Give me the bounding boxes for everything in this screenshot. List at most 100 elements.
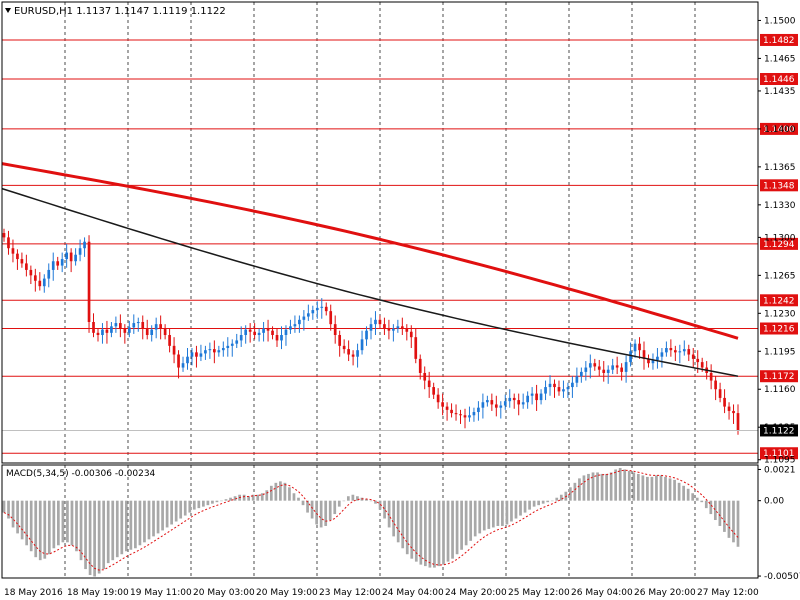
macd-histogram-bar [29,500,33,552]
level-price-tag [760,237,798,250]
moving-average-fast [1,187,739,377]
level-price-tag [760,73,798,86]
candle-body [33,275,37,281]
candle-body [195,352,198,357]
level-price-tag [760,294,798,307]
macd-histogram-bar [124,500,128,552]
candle-body [271,330,274,336]
candle-body [315,307,319,311]
macd-histogram-bar [659,475,663,501]
candle-body [110,326,113,333]
candle-body [47,269,51,279]
x-tick-label: 26 May 04:00 [571,588,633,598]
candle-body [490,400,494,405]
macd-histogram-bar [134,500,137,549]
macd-histogram-bar [84,500,87,570]
macd-histogram-bar [641,475,645,501]
candle-body [647,358,650,364]
x-tick-label: 20 May 03:00 [193,588,255,598]
level-price-tag [760,33,798,46]
candle-body [584,367,588,372]
macd-histogram-bar [392,500,396,537]
macd-histogram-bar [337,500,341,507]
level-price-label: 1.1348 [763,181,795,191]
macd-histogram-bar [351,494,355,501]
candle-body [96,332,100,336]
candle-body [266,328,270,331]
macd-histogram-bar [75,500,78,552]
candle-body [56,261,60,266]
candle-body [696,358,700,363]
macd-histogram-bar [723,500,726,532]
candle-body [226,345,230,349]
candle-body [87,241,91,322]
macd-signal-line [3,469,739,571]
y-tick-label: 1.1095 [764,456,796,466]
level-price-label: 1.1446 [763,75,795,85]
macd-histogram-bar [66,500,69,543]
macd-histogram-bar [405,500,409,555]
macd-histogram-bar [138,500,142,546]
candle-body [356,350,359,357]
macd-histogram-bar [342,500,346,502]
candle-body [481,402,485,408]
macd-histogram-bar [491,500,495,528]
level-price-tag [760,447,798,460]
macd-histogram-bar [582,475,586,501]
macd-histogram-bar [473,500,477,537]
macd-histogram-bar [469,500,473,541]
candle-body [235,340,239,344]
candle-body [154,324,158,330]
macd-histogram-bar [578,478,581,501]
macd-histogram-bar [618,467,622,501]
macd-histogram-bar [147,500,151,540]
y-tick-label: 1.1400 [764,125,796,135]
macd-histogram-bar [505,500,509,525]
candle-body [709,372,713,381]
x-tick-label: 24 May 04:00 [382,588,444,598]
candle-body [566,387,570,390]
candle-body [615,365,619,368]
candle-body [230,343,234,346]
candle-body [387,328,391,331]
macd-histogram-bar [677,482,681,501]
macd-histogram-bar [20,500,24,540]
candle-body [723,397,726,407]
macd-histogram-bar [668,478,672,501]
candle-body [333,324,337,336]
macd-histogram-bar [183,500,187,516]
macd-histogram-bar [301,500,305,506]
candle-body [553,383,556,388]
macd-y-tick-label: 0.0021 [764,465,796,475]
candle-body [123,328,127,333]
candle-body [365,330,368,340]
candle-body [199,353,203,357]
candle-body [163,328,167,336]
candle-body [190,352,194,357]
macd-histogram-bar [16,500,19,534]
candle-body [16,253,19,260]
candle-body [132,323,136,328]
candle-body [656,356,659,360]
y-tick-label: 1.1500 [764,16,796,26]
candle-body [736,413,740,431]
x-tick-label: 26 May 20:00 [634,588,696,598]
macd-histogram-bar [736,500,740,547]
macd-histogram-bar [496,500,500,526]
macd-histogram-bar [265,490,269,501]
level-price-label: 1.1172 [763,372,795,382]
macd-histogram-bar [97,500,101,574]
macd-histogram-bar [383,500,386,519]
dropdown-arrow-icon[interactable] [5,8,11,13]
x-tick-label: 18 May 2016 [4,588,63,598]
macd-histogram-bar [718,500,722,526]
candle-body [74,254,77,262]
macd-histogram-bar [279,481,282,501]
macd-histogram-bar [161,500,164,531]
macd-histogram-bar [57,500,60,546]
macd-histogram-bar [247,496,251,501]
macd-histogram-bar [106,500,110,564]
macd-histogram-bar [192,500,196,510]
